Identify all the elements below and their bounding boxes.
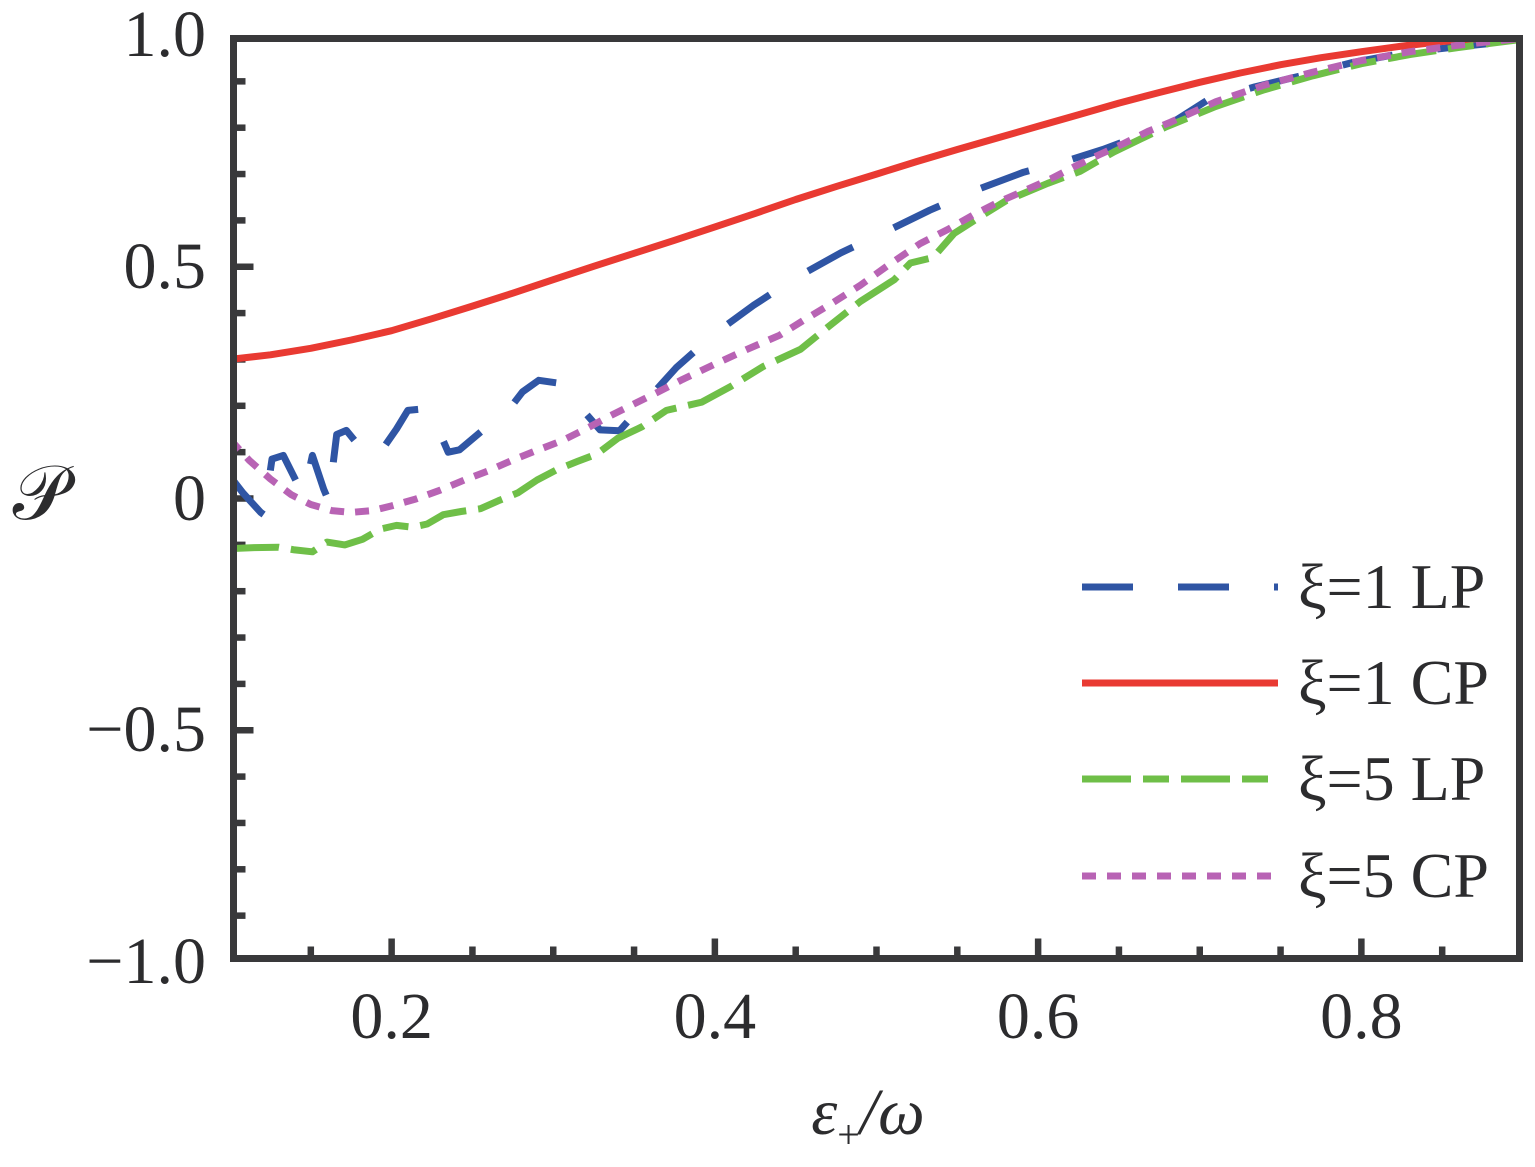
x-axis-label-subscript-plus: + [837, 1112, 860, 1157]
curve--1-cp [230, 35, 1523, 363]
y-axis-label: 𝒫 [12, 448, 68, 537]
x-tick-label: 0.8 [1320, 980, 1403, 1053]
x-tick-label: 0.4 [673, 980, 757, 1053]
curve--1-lp [230, 36, 1523, 519]
y-tick-label: −1.0 [86, 925, 206, 998]
legend-line-sample-xi1-lp [1082, 583, 1278, 591]
legend-label-xi1-lp: ξ=1 LP [1298, 551, 1486, 622]
legend-label-xi5-cp: ξ=5 CP [1298, 840, 1489, 911]
legend-item-xi1-lp: ξ=1 LP [1082, 554, 1522, 620]
plot-frame [230, 35, 1523, 962]
legend-line-sample-xi5-lp [1082, 775, 1278, 783]
legend-item-xi5-lp: ξ=5 LP [1082, 746, 1522, 812]
curve--5-lp [230, 35, 1523, 556]
legend-item-xi5-cp: ξ=5 CP [1082, 843, 1522, 909]
x-axis-label-slash-omega: /ω [859, 1076, 925, 1149]
y-tick-label: 0 [173, 461, 206, 535]
curve--5-cp [230, 35, 1523, 516]
x-tick-label: 0.6 [996, 980, 1080, 1053]
plot-area [230, 35, 1523, 962]
y-tick-label: 1.0 [123, 0, 207, 71]
y-tick-label: −0.5 [86, 693, 206, 767]
x-tick-label: 0.2 [350, 980, 433, 1053]
x-axis-label: ε+/ω [668, 1068, 1068, 1158]
x-axis-label-epsilon: ε [811, 1076, 838, 1149]
legend-line-sample-xi1-cp [1082, 679, 1278, 687]
y-tick-label: 0.5 [123, 229, 207, 303]
legend-item-xi1-cp: ξ=1 CP [1082, 650, 1522, 716]
legend-label-xi1-cp: ξ=1 CP [1298, 647, 1489, 718]
chart-svg [230, 35, 1523, 962]
legend-line-sample-xi5-cp [1082, 872, 1278, 880]
legend-label-xi5-lp: ξ=5 LP [1298, 743, 1486, 814]
